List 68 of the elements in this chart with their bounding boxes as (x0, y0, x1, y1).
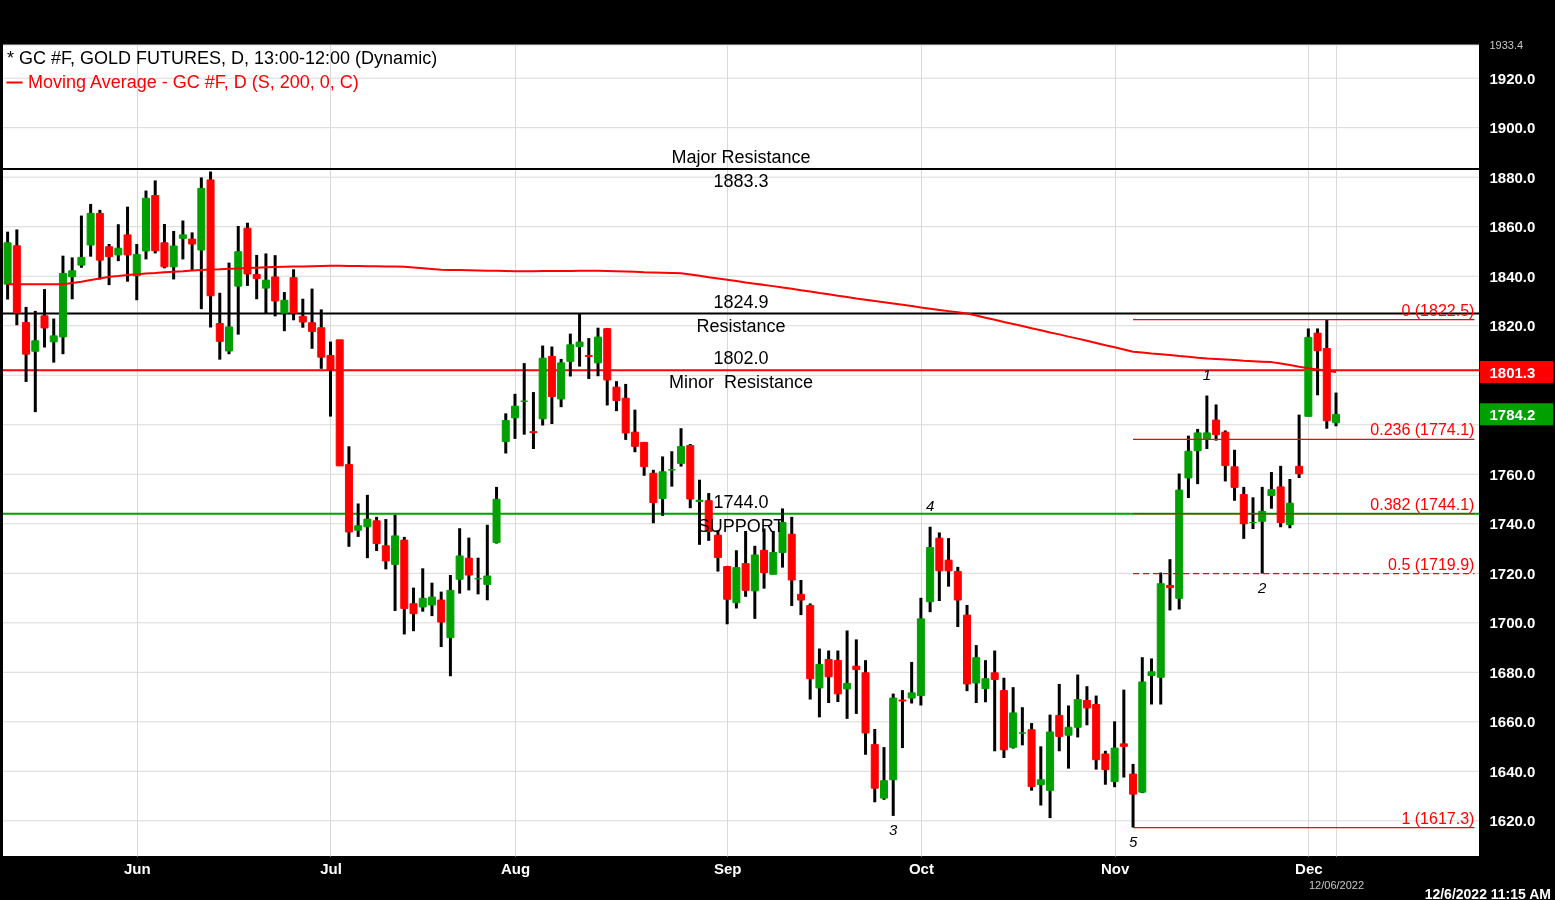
data-label: 0.382 (1744.1) (1370, 495, 1475, 513)
data-label: 0.236 (1774.1) (1370, 421, 1475, 439)
y-tick-label: 1801.3 (1489, 363, 1536, 381)
candlestick (990, 650, 999, 752)
x-tick-label: Jun (123, 859, 151, 877)
candlestick (1267, 472, 1276, 509)
x-tick-label: Oct (908, 859, 934, 877)
ref-line-label: Major Resistance 1883.3 (671, 147, 811, 192)
legend-label: Moving Average - GC #F, D (S, 200, 0, C) (28, 71, 359, 92)
y-tick-label: 1720.0 (1489, 564, 1536, 582)
ref-line-label: 1802.0 Minor Resistance (668, 348, 814, 393)
data-label: 0.5 (1719.9) (1388, 555, 1475, 573)
candlestick (1018, 707, 1027, 746)
candlestick (1230, 448, 1239, 501)
candlestick (852, 639, 861, 714)
data-label: 1 (1617.3) (1401, 809, 1475, 827)
y-tick-label: 1933.4 (1489, 38, 1524, 51)
y-tick-label: 1820.0 (1489, 317, 1536, 335)
annotation: 1 (1202, 365, 1212, 383)
ref-line-label: 1824.9 Resistance (696, 291, 786, 336)
candlestick (77, 215, 86, 268)
x-tick-label: 12/06/2022 (1308, 878, 1365, 891)
annotation: 4 (925, 496, 935, 514)
candlestick (169, 229, 178, 280)
candlestick (510, 392, 519, 439)
candlestick (178, 220, 187, 260)
y-tick-label: 1860.0 (1489, 218, 1536, 236)
y-tick-label: 1920.0 (1489, 69, 1536, 87)
candlestick (677, 428, 686, 467)
candlestick (372, 515, 381, 552)
candlestick (1119, 689, 1128, 778)
candlestick (114, 224, 123, 263)
candlestick (713, 530, 722, 572)
y-tick-label: 1740.0 (1489, 515, 1536, 533)
candlestick (843, 630, 852, 719)
candlestick (132, 244, 141, 302)
candlestick (879, 747, 888, 800)
candlestick (1055, 682, 1064, 752)
y-tick-label: 1660.0 (1489, 713, 1536, 731)
candlestick (1332, 392, 1341, 428)
y-tick-label: 1900.0 (1489, 119, 1536, 137)
candlestick (381, 519, 390, 570)
y-tick-label: 1784.2 (1489, 405, 1536, 423)
candlestick (501, 413, 510, 454)
candlestick (437, 591, 446, 649)
chart-title: * GC #F, GOLD FUTURES, D, 13:00-12:00 (Dynamic) (7, 48, 438, 68)
y-tick-label: 1840.0 (1489, 267, 1536, 285)
candlestick (529, 392, 538, 450)
text: 12/6/2022 11:15 AM (1424, 886, 1551, 900)
y-tick-label: 1880.0 (1489, 168, 1536, 186)
y-tick-label: 1620.0 (1489, 812, 1536, 830)
annotation: 3 (889, 820, 899, 838)
y-tick-label: 1700.0 (1489, 614, 1536, 632)
x-tick-label: Nov (1100, 859, 1130, 877)
candlestick (815, 648, 824, 718)
annotation: 2 (1257, 578, 1268, 596)
x-tick-label: Aug (500, 859, 531, 877)
y-tick-label: 1680.0 (1489, 663, 1536, 681)
annotation: 5 (1128, 832, 1138, 850)
candlestick (898, 690, 907, 750)
x-tick-label: Jul (320, 859, 342, 877)
candlestick (464, 537, 473, 591)
x-tick-label: Dec (1295, 859, 1323, 877)
candlestick (455, 528, 464, 594)
candlestick (796, 579, 805, 617)
y-tick-label: 1760.0 (1489, 465, 1536, 483)
y-tick-label: 1640.0 (1489, 762, 1536, 780)
x-tick-label: Sep (713, 859, 742, 877)
